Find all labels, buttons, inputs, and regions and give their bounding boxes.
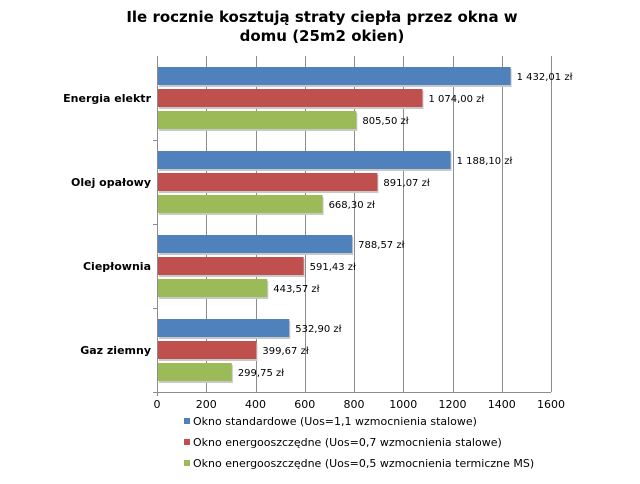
x-tick-label: 1200: [439, 398, 467, 411]
bar: [158, 195, 323, 213]
legend-swatch: [184, 460, 190, 466]
bar: [158, 111, 357, 129]
data-label: 891,07 zł: [383, 178, 429, 189]
data-label: 1 074,00 zł: [428, 94, 484, 105]
bar: [158, 67, 511, 85]
legend-entry: Okno energooszczędne (Uos=0,5 wzmocnieni…: [193, 457, 534, 470]
x-tick-label: 1000: [389, 398, 417, 411]
data-label: 591,43 zł: [310, 262, 356, 273]
x-tick-label: 1600: [537, 398, 565, 411]
data-label: 299,75 zł: [238, 368, 284, 379]
chart-title-line-2: domu (25m2 okien): [240, 27, 405, 45]
x-tick-label: 800: [344, 398, 365, 411]
bar: [158, 279, 268, 297]
category-label: Ciepłownia: [83, 260, 151, 273]
data-label: 1 432,01 zł: [517, 72, 573, 83]
x-tick-label: 600: [294, 398, 315, 411]
data-label: 668,30 zł: [329, 200, 375, 211]
legend-swatch: [184, 439, 190, 445]
bar: [158, 151, 451, 169]
legend: Okno standardowe (Uos=1,1 wzmocnienia st…: [184, 415, 534, 470]
legend-entry: Okno energooszczędne (Uos=0,7 wzmocnieni…: [193, 436, 502, 449]
x-tick-label: 200: [196, 398, 217, 411]
bar: [158, 89, 423, 107]
x-tick-label: 0: [154, 398, 161, 411]
x-tick-label: 1400: [488, 398, 516, 411]
data-label: 788,57 zł: [358, 240, 404, 251]
bar: [158, 341, 257, 359]
category-labels: Energia elektr Olej opałowy Ciepłownia Gaz …: [63, 92, 151, 357]
bar: [158, 235, 353, 253]
data-label: 399,67 zł: [262, 346, 308, 357]
data-label: 532,90 zł: [295, 324, 341, 335]
category-label: Energia elektr: [63, 92, 151, 105]
category-label: Olej opałowy: [71, 176, 151, 189]
x-axis-tick-labels: 0 200 400 600 800 1000 1200 1400 1600: [154, 398, 566, 411]
chart-title-line-1: Ile rocznie kosztują straty ciepła przez…: [126, 8, 517, 26]
bar: [158, 319, 290, 337]
data-label: 1 188,10 zł: [457, 156, 513, 167]
category-label: Gaz ziemny: [80, 344, 151, 357]
bar: [158, 363, 232, 381]
x-tick-label: 400: [245, 398, 266, 411]
bar: [158, 257, 304, 275]
legend-swatch: [184, 418, 190, 424]
data-label: 443,57 zł: [273, 284, 319, 295]
legend-entry: Okno standardowe (Uos=1,1 wzmocnienia st…: [193, 415, 477, 428]
data-label: 805,50 zł: [362, 116, 408, 127]
bar: [158, 173, 378, 191]
bars-layer: 1 432,01 zł 1 074,00 zł 805,50 zł 1 188,10 …: [158, 67, 573, 383]
